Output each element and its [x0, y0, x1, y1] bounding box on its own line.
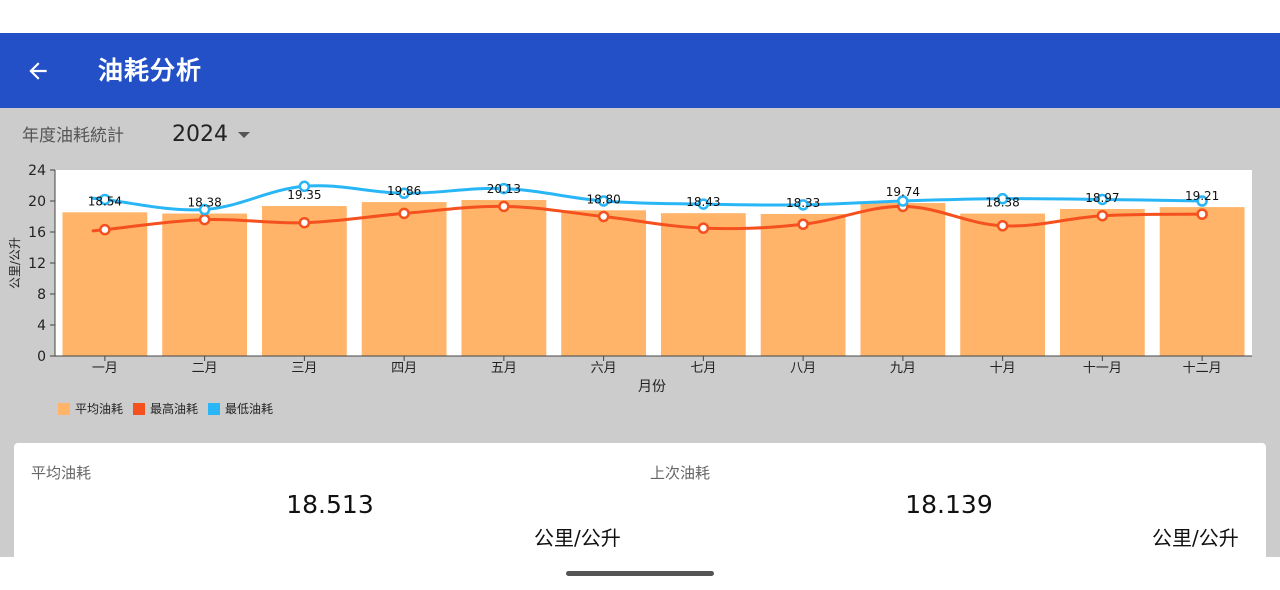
avg-consumption-value: 18.513: [286, 490, 374, 519]
point-min-11: [1096, 193, 1109, 206]
legend-label-min: 最低油耗: [225, 402, 274, 416]
x-tick-label-9: 九月: [890, 361, 916, 376]
last-consumption-label: 上次油耗: [650, 464, 711, 482]
content-area: 年度油耗統計 2024 18.54 18.38 19.35 19.86 20.13 18.…: [0, 108, 1280, 557]
legend-item-min[interactable]: 最低油耗: [208, 400, 273, 417]
legend-swatch-avg: [58, 402, 70, 415]
data-label-8: 18.33: [786, 196, 820, 210]
point-max-2: [198, 213, 211, 226]
x-tick-label-4: 四月: [391, 361, 417, 376]
point-max-10: [996, 220, 1009, 232]
summary-card: 平均油耗 18.513 公里/公升 上次油耗 18.139 公里/公升: [14, 443, 1266, 557]
year-value: 2024: [172, 122, 228, 147]
point-max-7: [697, 222, 710, 234]
y-tick-label-16: 16: [28, 225, 46, 241]
bar-avg-4: [361, 202, 447, 356]
point-max-5: [498, 200, 510, 213]
bar-avg-10: [960, 213, 1046, 356]
point-min-7: [697, 198, 710, 210]
x-tick-label-6: 六月: [591, 361, 617, 376]
bar-avg-7: [660, 213, 746, 356]
bar-avg-1: [62, 212, 148, 356]
x-tick-label-5: 五月: [491, 361, 517, 376]
back-button[interactable]: [18, 52, 58, 90]
avg-consumption-unit: 公里/公升: [534, 526, 621, 550]
legend-swatch-max: [133, 402, 146, 415]
point-max-11: [1096, 209, 1109, 222]
year-stats-label: 年度油耗統計: [22, 126, 124, 146]
navigation-bar: [0, 557, 1280, 590]
x-tick-label-1: 一月: [92, 361, 118, 376]
fuel-consumption-chart: 18.54 18.38 19.35 19.86 20.13 18.80 18.43 18.33…: [8, 163, 1252, 395]
last-consumption-value: 18.139: [905, 490, 993, 519]
data-label-7: 18.43: [686, 195, 720, 209]
y-tick-label-24: 24: [28, 163, 46, 179]
data-label-2: 18.38: [187, 196, 221, 210]
y-tick-label-0: 0: [37, 349, 46, 365]
y-tick-label-20: 20: [28, 194, 46, 210]
data-label-12: 19.21: [1185, 189, 1219, 203]
x-tick-label-2: 二月: [192, 361, 218, 376]
bar-avg-11: [1059, 208, 1145, 356]
point-min-12: [1196, 195, 1208, 207]
chevron-down-icon: [238, 132, 250, 138]
y-axis-label: 公里/公升: [8, 237, 22, 289]
page-title: 油耗分析: [98, 56, 203, 85]
x-tick-label-12: 十二月: [1183, 361, 1222, 376]
point-min-2: [198, 203, 211, 216]
point-min-8: [797, 199, 809, 211]
point-min-10: [996, 192, 1009, 205]
bar-avg-9: [860, 203, 946, 356]
arrow-left-icon: [29, 62, 47, 80]
point-max-6: [597, 210, 610, 223]
legend-item-max[interactable]: 最高油耗: [133, 400, 198, 417]
bar-avg-5: [461, 199, 547, 356]
data-label-1: 18.54: [88, 194, 122, 208]
data-label-10: 18.38: [985, 196, 1019, 210]
bar-avg-2: [162, 213, 248, 356]
y-tick-label-12: 12: [28, 256, 46, 272]
legend-item-avg[interactable]: 平均油耗: [58, 400, 123, 417]
bar-avg-12: [1159, 207, 1245, 356]
y-tick-label-4: 4: [37, 318, 46, 334]
data-label-3: 19.35: [287, 188, 321, 202]
point-max-12: [1196, 208, 1208, 220]
data-label-5: 20.13: [487, 182, 521, 196]
bar-avg-3: [261, 206, 347, 356]
legend-label-max: 最高油耗: [150, 402, 199, 416]
data-label-6: 18.80: [586, 192, 620, 206]
last-consumption-unit: 公里/公升: [1152, 526, 1239, 550]
legend-swatch-min: [208, 402, 221, 415]
bar-avg-8: [760, 213, 846, 356]
year-dropdown[interactable]: 2024: [172, 118, 250, 152]
y-tick-label-8: 8: [37, 287, 46, 303]
point-max-4: [398, 207, 410, 220]
point-max-8: [797, 218, 809, 230]
bar-avg-6: [561, 210, 647, 356]
data-label-9: 19.74: [886, 185, 920, 199]
plot-area: [55, 170, 1252, 356]
x-tick-label-11: 十一月: [1083, 361, 1122, 376]
point-min-6: [597, 195, 610, 207]
point-max-1: [99, 223, 111, 236]
x-tick-label-3: 三月: [291, 361, 317, 376]
point-min-1: [99, 193, 111, 206]
point-min-4: [398, 187, 410, 199]
data-label-4: 19.86: [387, 184, 421, 198]
status-bar-area: [0, 0, 1280, 33]
chart-legend: 平均油耗 最高油耗 最低油耗: [58, 400, 273, 417]
point-min-9: [897, 195, 909, 207]
point-min-5: [498, 182, 510, 195]
x-axis-label: 月份: [638, 379, 666, 395]
point-max-3: [298, 216, 311, 229]
home-indicator[interactable]: [566, 571, 714, 576]
x-tick-label-8: 八月: [790, 361, 816, 376]
data-label-11: 18.97: [1085, 191, 1119, 205]
app-bar: 油耗分析: [0, 33, 1280, 108]
x-tick-label-7: 七月: [690, 361, 716, 376]
point-min-3: [298, 180, 311, 193]
legend-label-avg: 平均油耗: [75, 402, 124, 416]
avg-consumption-label: 平均油耗: [31, 464, 92, 482]
x-tick-label-10: 十月: [990, 361, 1016, 376]
